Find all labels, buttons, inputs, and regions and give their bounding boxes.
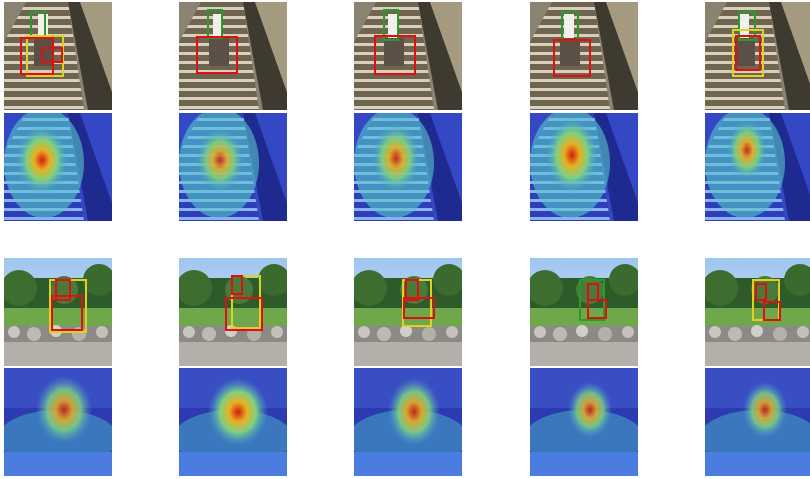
box [196, 36, 238, 74]
boxes [20, 9, 764, 77]
rail-row [4, 2, 810, 110]
image [4, 258, 112, 366]
box [735, 35, 761, 71]
heat-blob [208, 378, 268, 446]
image [705, 258, 810, 366]
box [20, 37, 54, 75]
box [374, 35, 416, 75]
rail-heatmap-row [4, 113, 810, 221]
image [354, 258, 462, 366]
box [587, 299, 607, 319]
image [530, 2, 638, 110]
box [55, 279, 71, 301]
boxes [49, 275, 781, 333]
heat-blob [388, 378, 440, 446]
image [705, 2, 810, 110]
heat-blob [743, 382, 787, 438]
box [51, 295, 83, 331]
box [732, 29, 764, 77]
box [763, 301, 781, 321]
heat-blob [196, 128, 244, 192]
box [383, 9, 399, 41]
box [405, 279, 419, 301]
heat-blob [372, 124, 420, 192]
box [738, 11, 756, 41]
heat-blob [568, 382, 612, 438]
box [403, 297, 435, 319]
heat-blob [727, 120, 767, 180]
box [225, 297, 263, 331]
box [41, 47, 63, 63]
image [530, 258, 638, 366]
box [755, 283, 767, 301]
box [553, 39, 591, 77]
box [231, 275, 243, 295]
box [231, 275, 261, 329]
heat-blob [546, 117, 598, 193]
image [179, 2, 287, 110]
heat-blob [36, 376, 92, 444]
park-heatmap-row [4, 368, 810, 476]
image [354, 2, 462, 110]
park-row [4, 258, 810, 366]
heat-blob [16, 126, 68, 194]
